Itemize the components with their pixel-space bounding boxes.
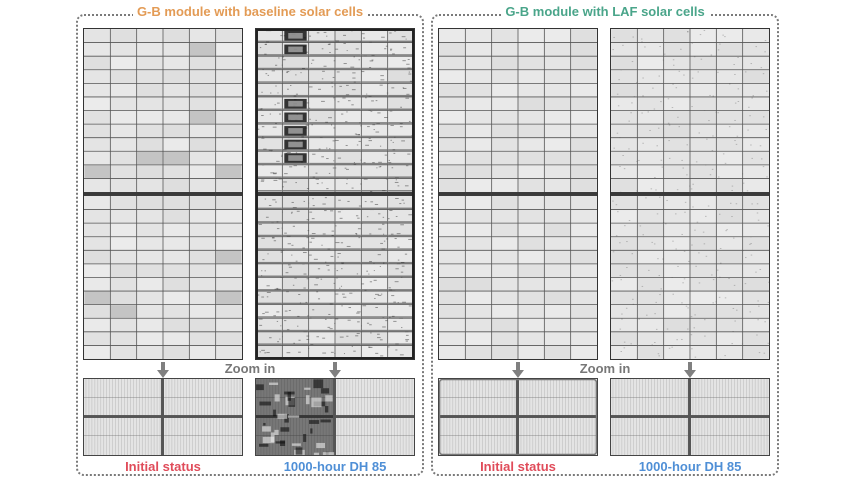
zoom-cell-detail <box>439 379 597 455</box>
baseline-initial-zoom-image <box>83 378 243 456</box>
laf-panel: G-B module with LAF solar cells Zoom in … <box>431 4 779 476</box>
baseline-dh85-caption: 1000-hour DH 85 <box>283 459 387 474</box>
laf-dh85-zoom-arrow <box>684 362 696 378</box>
down-arrow-icon <box>512 362 524 378</box>
zoom-cell-detail <box>256 379 414 455</box>
laf-panel-title: G-B module with LAF solar cells <box>433 4 777 20</box>
zoom-cell-detail <box>611 379 769 455</box>
baseline-initial-caption: Initial status <box>125 459 201 474</box>
laf-dh85-zoom-image <box>610 378 770 456</box>
laf-initial-zoom-image <box>438 378 598 456</box>
module-cell-grid <box>256 29 414 359</box>
laf-zoom-label: Zoom in <box>579 361 631 376</box>
module-cell-grid <box>84 29 242 359</box>
module-cell-grid <box>439 29 597 359</box>
module-cell-grid <box>611 29 769 359</box>
baseline-panel-title-text: G-B module with baseline solar cells <box>132 4 368 19</box>
laf-initial-caption: Initial status <box>480 459 556 474</box>
baseline-zoom-label: Zoom in <box>224 361 276 376</box>
laf-panel-title-text: G-B module with LAF solar cells <box>501 4 709 19</box>
baseline-initial-el-image <box>83 28 243 360</box>
down-arrow-icon <box>329 362 341 378</box>
baseline-dh85-el-image <box>255 28 415 360</box>
down-arrow-icon <box>684 362 696 378</box>
baseline-dh85-zoom-image <box>255 378 415 456</box>
baseline-dh85-zoom-arrow <box>329 362 341 378</box>
laf-initial-zoom-arrow <box>512 362 524 378</box>
laf-dh85-el-image <box>610 28 770 360</box>
laf-initial-el-image <box>438 28 598 360</box>
zoom-cell-detail <box>84 379 242 455</box>
laf-dh85-caption: 1000-hour DH 85 <box>638 459 742 474</box>
baseline-panel-title: G-B module with baseline solar cells <box>78 4 422 20</box>
down-arrow-icon <box>157 362 169 378</box>
baseline-panel: G-B module with baseline solar cells Zoo… <box>76 4 424 476</box>
baseline-initial-zoom-arrow <box>157 362 169 378</box>
